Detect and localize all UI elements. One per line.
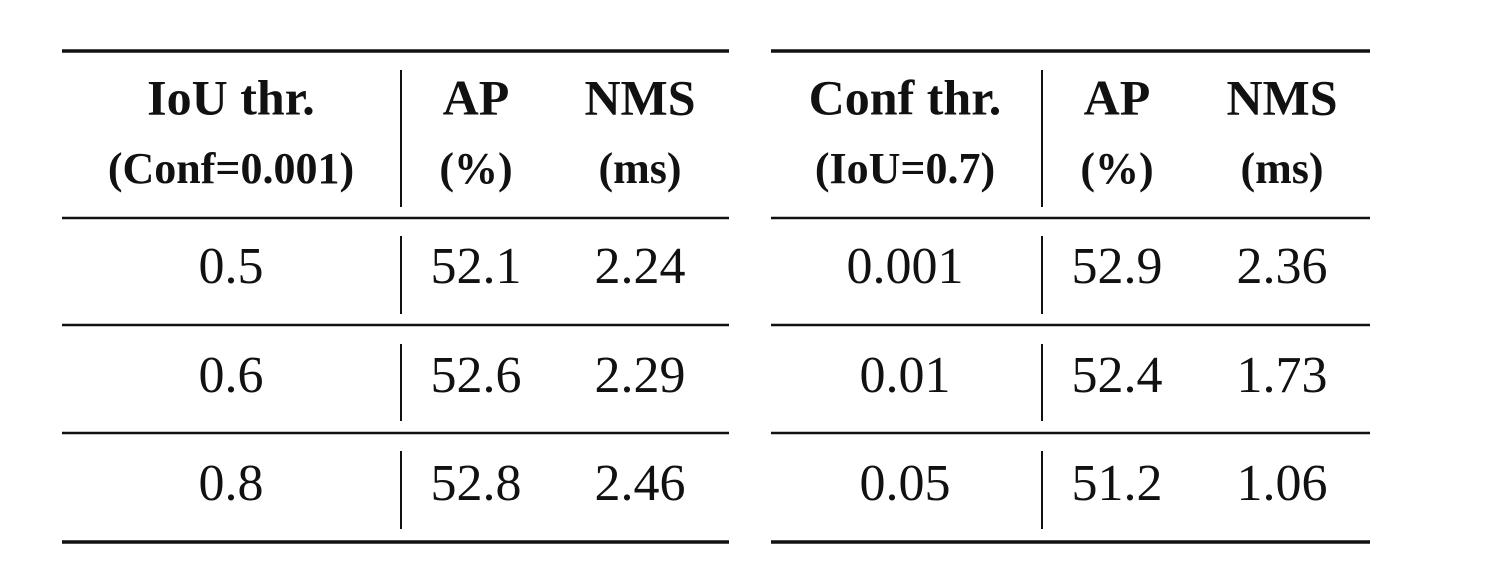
table-cell: 52.1 — [431, 238, 522, 295]
header-cell: IoU thr. — [147, 69, 315, 125]
header-subcell: (IoU=0.7) — [815, 144, 995, 193]
header-subcell: (ms) — [1240, 144, 1323, 193]
header-subcell: (Conf=0.001) — [108, 144, 354, 193]
header-subcell: (ms) — [598, 144, 681, 193]
header-cell: NMS — [1226, 69, 1337, 125]
header-cell: Conf thr. — [809, 69, 1002, 125]
table-cell: 51.2 — [1072, 455, 1163, 512]
table-cell: 52.8 — [431, 455, 522, 512]
table-cell: 0.01 — [860, 347, 951, 404]
table-cell: 52.4 — [1072, 347, 1163, 404]
table-cell: 52.9 — [1072, 238, 1163, 295]
table-cell: 0.6 — [199, 347, 264, 404]
table-cell: 0.05 — [860, 455, 951, 512]
table-cell: 1.73 — [1237, 347, 1328, 404]
table-cell: 52.6 — [431, 347, 522, 404]
header-subcell: (%) — [439, 144, 512, 193]
table-cell: 1.06 — [1237, 455, 1328, 512]
table-cell: 2.29 — [595, 347, 686, 404]
table-cell: 0.5 — [199, 238, 264, 295]
table-cell: 2.36 — [1237, 238, 1328, 295]
table-cell: 0.001 — [847, 238, 964, 295]
header-subcell: (%) — [1080, 144, 1153, 193]
header-cell: AP — [1084, 69, 1151, 125]
header-cell: NMS — [584, 69, 695, 125]
table-cell: 2.24 — [595, 238, 686, 295]
table-cell: 0.8 — [199, 455, 264, 512]
header-cell: AP — [443, 69, 510, 125]
table-cell: 2.46 — [595, 455, 686, 512]
